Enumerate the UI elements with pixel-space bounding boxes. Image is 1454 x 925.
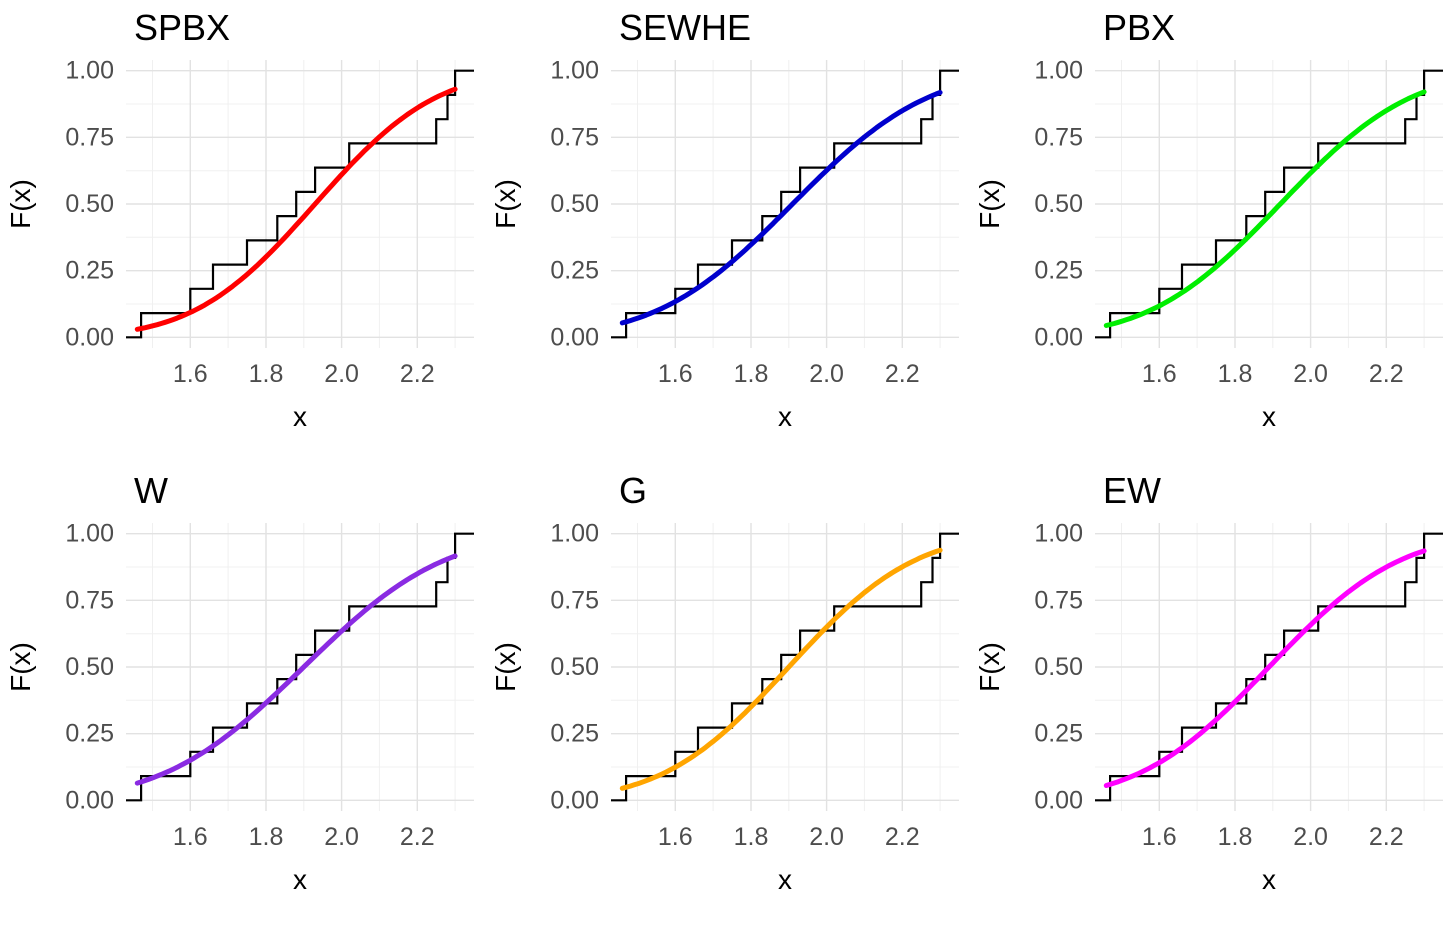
y-axis-title: F(x) bbox=[974, 642, 1005, 692]
x-tick-label: 1.6 bbox=[173, 360, 208, 388]
fitted-cdf-curve bbox=[134, 86, 458, 332]
y-tick-label: 0.00 bbox=[65, 323, 114, 351]
x-axis-title: x bbox=[1262, 864, 1276, 895]
x-tick-label: 1.8 bbox=[249, 360, 284, 388]
x-tick-label: 2.0 bbox=[809, 360, 844, 388]
y-tick-label: 0.25 bbox=[1035, 719, 1084, 747]
x-axis-title: x bbox=[293, 401, 307, 432]
x-tick-label: 1.8 bbox=[733, 823, 768, 851]
ecdf-step-line bbox=[610, 532, 959, 801]
x-tick-label: 2.0 bbox=[324, 360, 359, 388]
y-tick-label: 0.75 bbox=[550, 123, 599, 151]
x-axis-title: x bbox=[778, 864, 792, 895]
ecdf-chart-g: 0.00 0.25 0.50 0.75 1.00 1.6 1.8 2.0 2.2 F(x) x G bbox=[490, 470, 959, 895]
y-axis-title: F(x) bbox=[5, 179, 36, 229]
x-tick-label: 1.6 bbox=[1142, 360, 1177, 388]
x-tick-label: 1.6 bbox=[658, 823, 693, 851]
y-tick-label: 0.00 bbox=[1035, 323, 1084, 351]
ecdf-chart-w: 0.00 0.25 0.50 0.75 1.00 1.6 1.8 2.0 2.2 F(x) x W bbox=[5, 470, 474, 895]
y-axis-title: F(x) bbox=[490, 179, 521, 229]
panel-title: SPBX bbox=[134, 7, 230, 48]
chart-panel-g: 0.00 0.25 0.50 0.75 1.00 1.6 1.8 2.0 2.2 F(x) x G bbox=[485, 463, 969, 925]
x-tick-label: 2.2 bbox=[400, 823, 435, 851]
y-tick-label: 0.75 bbox=[550, 586, 599, 614]
panel-title: SEWHE bbox=[619, 7, 751, 48]
y-tick-label: 0.25 bbox=[65, 719, 114, 747]
x-tick-label: 2.2 bbox=[1369, 360, 1404, 388]
panel-title: W bbox=[134, 470, 168, 511]
ecdf-chart-pbx: 0.00 0.25 0.50 0.75 1.00 1.6 1.8 2.0 2.2 F(x) x PBX bbox=[974, 7, 1444, 432]
fitted-cdf-curve bbox=[134, 553, 458, 786]
x-axis-title: x bbox=[778, 401, 792, 432]
x-axis-title: x bbox=[293, 864, 307, 895]
y-tick-label: 0.50 bbox=[1035, 653, 1084, 681]
x-tick-label: 1.6 bbox=[173, 823, 208, 851]
panel-title: EW bbox=[1103, 470, 1161, 511]
x-tick-label: 2.2 bbox=[885, 823, 920, 851]
x-tick-label: 1.6 bbox=[658, 360, 693, 388]
y-tick-label: 0.25 bbox=[65, 257, 114, 285]
ecdf-chart-spbx: 0.00 0.25 0.50 0.75 1.00 1.6 1.8 2.0 2.2 F(x) x SPB… bbox=[5, 7, 474, 432]
y-tick-label: 0.00 bbox=[550, 786, 599, 814]
y-axis-title: F(x) bbox=[490, 642, 521, 692]
ecdf-step-line bbox=[610, 69, 959, 339]
x-tick-label: 1.8 bbox=[1218, 823, 1253, 851]
y-tick-label: 0.50 bbox=[65, 190, 114, 218]
y-tick-label: 0.25 bbox=[550, 257, 599, 285]
fitted-cdf-curve bbox=[1104, 547, 1427, 788]
y-tick-label: 0.75 bbox=[65, 586, 114, 614]
fitted-cdf-curve bbox=[619, 547, 943, 791]
ecdf-step-line bbox=[126, 69, 474, 339]
y-tick-label: 1.00 bbox=[1035, 519, 1084, 547]
x-tick-label: 2.0 bbox=[324, 823, 359, 851]
x-tick-label: 1.6 bbox=[1142, 823, 1177, 851]
y-tick-label: 0.00 bbox=[550, 323, 599, 351]
x-tick-label: 2.0 bbox=[1294, 360, 1329, 388]
ecdf-step-line bbox=[1095, 532, 1444, 801]
y-tick-label: 0.75 bbox=[65, 123, 114, 151]
ecdf-chart-sewhe: 0.00 0.25 0.50 0.75 1.00 1.6 1.8 2.0 2.2 F(x) x SEW… bbox=[490, 7, 959, 432]
ecdf-step-line bbox=[1095, 69, 1444, 339]
panel-title: PBX bbox=[1103, 7, 1175, 48]
fitted-cdf-curve bbox=[619, 90, 943, 326]
y-tick-label: 0.25 bbox=[1035, 257, 1084, 285]
y-tick-label: 0.00 bbox=[1035, 786, 1084, 814]
x-tick-label: 2.0 bbox=[1294, 823, 1329, 851]
x-tick-label: 2.2 bbox=[400, 360, 435, 388]
chart-panel-spbx: 0.00 0.25 0.50 0.75 1.00 1.6 1.8 2.0 2.2 F(x) x SPB… bbox=[0, 0, 484, 462]
y-tick-label: 0.00 bbox=[65, 786, 114, 814]
x-tick-label: 1.8 bbox=[249, 823, 284, 851]
y-tick-label: 1.00 bbox=[65, 57, 114, 85]
x-tick-label: 1.8 bbox=[1218, 360, 1253, 388]
x-tick-label: 2.0 bbox=[809, 823, 844, 851]
chart-panel-ew: 0.00 0.25 0.50 0.75 1.00 1.6 1.8 2.0 2.2 F(x) x EW bbox=[969, 463, 1453, 925]
fitted-cdf-curve bbox=[1104, 89, 1427, 328]
y-tick-label: 0.50 bbox=[1035, 190, 1084, 218]
chart-panel-w: 0.00 0.25 0.50 0.75 1.00 1.6 1.8 2.0 2.2 F(x) x W bbox=[0, 463, 484, 925]
y-tick-label: 1.00 bbox=[550, 519, 599, 547]
x-axis-title: x bbox=[1262, 401, 1276, 432]
y-tick-label: 0.25 bbox=[550, 719, 599, 747]
x-tick-label: 2.2 bbox=[1369, 823, 1404, 851]
x-tick-label: 2.2 bbox=[885, 360, 920, 388]
y-axis-title: F(x) bbox=[974, 179, 1005, 229]
y-tick-label: 1.00 bbox=[65, 519, 114, 547]
y-axis-title: F(x) bbox=[5, 642, 36, 692]
y-tick-label: 0.50 bbox=[550, 190, 599, 218]
y-tick-label: 0.50 bbox=[65, 653, 114, 681]
chart-panel-pbx: 0.00 0.25 0.50 0.75 1.00 1.6 1.8 2.0 2.2 F(x) x PBX bbox=[969, 0, 1453, 462]
panel-title: G bbox=[619, 470, 647, 511]
y-tick-label: 1.00 bbox=[1035, 57, 1084, 85]
chart-panel-sewhe: 0.00 0.25 0.50 0.75 1.00 1.6 1.8 2.0 2.2 F(x) x SEW… bbox=[485, 0, 969, 462]
y-tick-label: 0.50 bbox=[550, 653, 599, 681]
x-tick-label: 1.8 bbox=[733, 360, 768, 388]
y-tick-label: 0.75 bbox=[1035, 123, 1084, 151]
ecdf-chart-ew: 0.00 0.25 0.50 0.75 1.00 1.6 1.8 2.0 2.2 F(x) x EW bbox=[974, 470, 1444, 895]
y-tick-label: 1.00 bbox=[550, 57, 599, 85]
ecdf-step-line bbox=[126, 532, 474, 801]
y-tick-label: 0.75 bbox=[1035, 586, 1084, 614]
